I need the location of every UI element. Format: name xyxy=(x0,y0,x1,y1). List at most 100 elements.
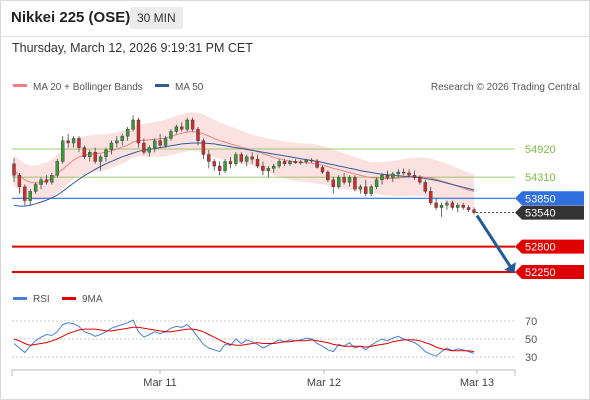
candle-body xyxy=(369,186,373,194)
candle-body xyxy=(315,160,319,168)
candle-body xyxy=(304,159,308,163)
candle-body xyxy=(434,202,438,208)
candle-body xyxy=(353,177,357,190)
candle-body xyxy=(245,156,249,162)
candle-body xyxy=(439,205,444,208)
candle-body xyxy=(131,119,135,130)
candle-body xyxy=(239,154,243,162)
candle-body xyxy=(115,140,119,144)
candle-body xyxy=(212,161,216,167)
bollinger-band xyxy=(14,112,474,209)
candle-body xyxy=(309,159,314,162)
candle-body xyxy=(185,119,189,130)
candle-body xyxy=(77,138,81,148)
candle-body xyxy=(82,147,87,158)
last-price-label: 53540 xyxy=(525,208,556,220)
candle-body xyxy=(418,177,422,183)
timeframe-button[interactable]: 30 MIN xyxy=(130,7,183,29)
resistance-label: 54920 xyxy=(525,144,556,156)
candle-body xyxy=(429,191,433,204)
candle-body xyxy=(331,179,335,187)
candle-body xyxy=(320,167,325,173)
x-tick-mar12: Mar 12 xyxy=(307,377,341,389)
candle-body xyxy=(450,202,455,208)
candle-body xyxy=(109,142,114,151)
candle-body xyxy=(207,154,211,162)
candle-body xyxy=(456,205,460,208)
candle-body xyxy=(93,152,97,162)
rsi-tick-label: 50 xyxy=(525,334,537,346)
candle-body xyxy=(407,172,411,176)
candle-body xyxy=(147,147,151,153)
candle-body xyxy=(277,161,281,167)
candle-body xyxy=(234,154,238,164)
copyright-text: Research © 2026 Trading Central xyxy=(431,82,580,93)
candle-body xyxy=(223,161,227,171)
projection-arrow-shaft xyxy=(475,214,512,267)
header-bar: Nikkei 225 (OSE) 30 MIN xyxy=(0,0,590,37)
legend-rsi-swatch xyxy=(13,297,27,300)
support-label-box xyxy=(515,265,584,279)
candle-body xyxy=(472,209,476,213)
candle-body xyxy=(88,152,92,158)
candle-body xyxy=(466,207,471,211)
candle-body xyxy=(158,140,162,146)
legend-ma20-label: MA 20 + Bollinger Bands xyxy=(33,82,143,93)
candle-body xyxy=(125,128,130,137)
candle-body xyxy=(50,175,54,183)
candle-body xyxy=(153,140,157,148)
candle-body xyxy=(217,165,222,171)
candle-body xyxy=(174,126,179,132)
candle-body xyxy=(120,135,124,141)
candle-body xyxy=(385,175,390,178)
candle-body xyxy=(12,163,16,176)
candle-body xyxy=(228,161,233,164)
candle-body xyxy=(104,149,108,158)
candle-body xyxy=(255,158,260,167)
candle-body xyxy=(33,184,38,192)
candle-body xyxy=(380,175,384,181)
candle-body xyxy=(71,138,76,144)
candle-body xyxy=(169,131,173,139)
candle-body xyxy=(461,205,465,208)
candle-body xyxy=(423,181,427,192)
rsi-line xyxy=(13,319,475,357)
x-tick-mar13: Mar 13 xyxy=(460,377,494,389)
last-price-box xyxy=(515,205,584,220)
rsi-tick-label: 70 xyxy=(525,316,537,328)
candle-body xyxy=(142,142,146,153)
candle-body xyxy=(412,175,417,178)
candle-body xyxy=(98,156,103,162)
candle-body xyxy=(364,186,368,194)
candle-body xyxy=(282,161,287,164)
candle-body xyxy=(326,171,330,181)
candle-body xyxy=(136,119,141,144)
candle-body xyxy=(23,186,27,201)
candle-body xyxy=(347,177,352,183)
candle-body xyxy=(293,161,298,164)
candle-body xyxy=(55,161,59,176)
pivot-label: 53850 xyxy=(525,193,556,205)
candle-body xyxy=(44,179,49,183)
candle-body xyxy=(396,171,400,175)
candle-body xyxy=(61,140,65,162)
candle-body xyxy=(190,119,195,130)
candle-body xyxy=(17,175,22,187)
legend-ma50-label: MA 50 xyxy=(175,82,204,93)
pivot-label-box xyxy=(515,191,584,206)
candle-body xyxy=(358,186,363,190)
candle-body xyxy=(66,140,70,144)
candle-body xyxy=(272,165,276,169)
legend-rsi-label: RSI xyxy=(33,294,50,305)
candle-body xyxy=(250,156,254,160)
candle-body xyxy=(261,165,265,171)
candle-body xyxy=(39,179,43,185)
candle-body xyxy=(266,168,271,171)
legend-9ma-swatch xyxy=(62,297,76,300)
candle-body xyxy=(180,126,184,130)
support-label-box xyxy=(515,239,584,254)
candle-body xyxy=(401,171,406,174)
resistance-label: 54310 xyxy=(525,172,556,184)
candle-body xyxy=(201,140,206,155)
